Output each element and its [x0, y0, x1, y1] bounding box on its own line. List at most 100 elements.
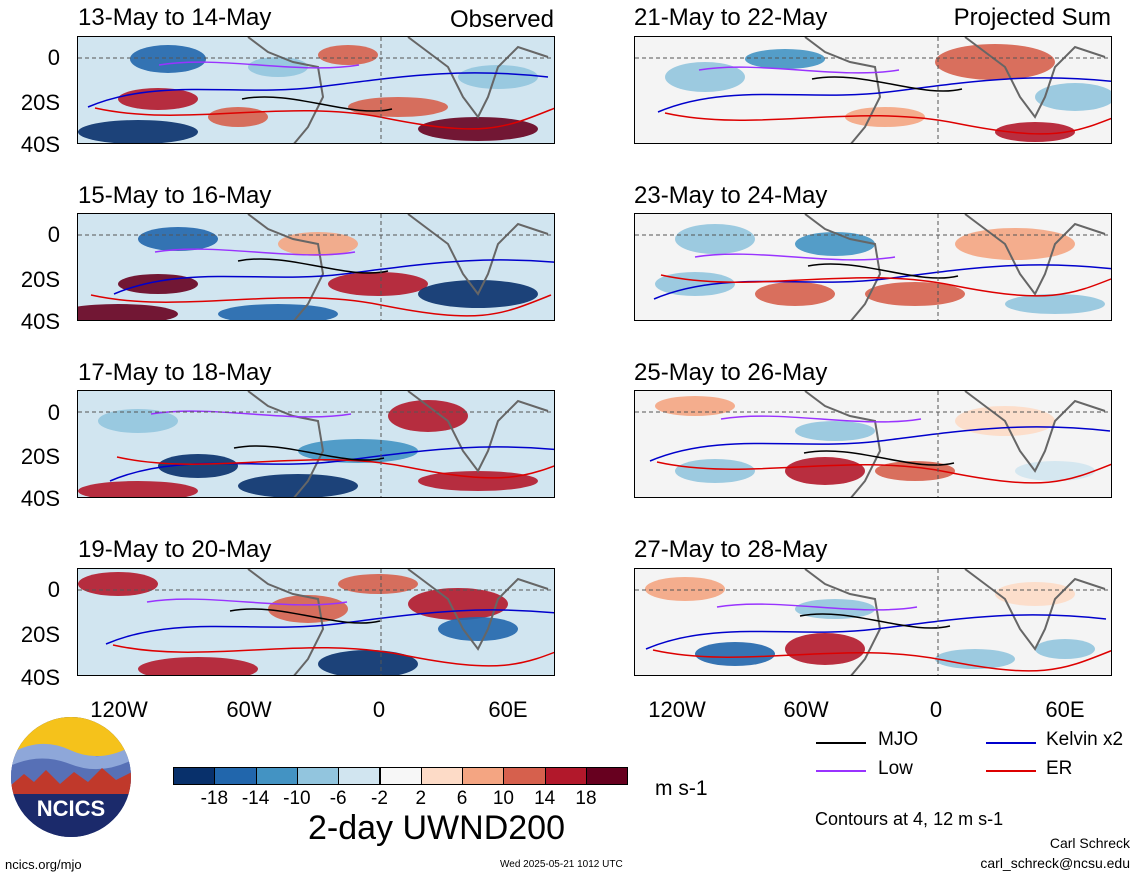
- coastline: [247, 214, 549, 320]
- colorbar-swatch: [296, 767, 340, 785]
- y-tick-label: 0: [47, 400, 60, 425]
- contour-line: [154, 248, 356, 256]
- anomaly-region: [675, 224, 755, 254]
- anomaly-region: [78, 304, 178, 320]
- legend-line-er: [986, 770, 1036, 772]
- map-panel-6: [634, 390, 1112, 498]
- contour-line: [87, 72, 549, 108]
- anomaly-map: [78, 214, 554, 320]
- panel-title-3: 15-May to 16-May: [78, 182, 272, 209]
- contour-line: [803, 450, 955, 466]
- colorbar-label: 14: [534, 788, 556, 809]
- anomaly-region: [138, 227, 218, 251]
- colorbar-swatch: [379, 767, 422, 785]
- contour-line: [694, 253, 896, 261]
- coastline: [804, 214, 1106, 320]
- anomaly-region: [1005, 294, 1105, 314]
- anomaly-region: [1035, 639, 1095, 659]
- anomaly-region: [418, 471, 538, 491]
- contour-line: [698, 66, 900, 74]
- contour-line: [146, 598, 348, 606]
- panel-title-2: 21-May to 22-May: [634, 4, 828, 31]
- anomaly-region: [268, 595, 348, 623]
- colorbar-swatch: [544, 767, 587, 785]
- anomaly-region: [458, 65, 538, 89]
- anomaly-region: [755, 282, 835, 306]
- y-tick-label: 0: [47, 577, 60, 602]
- legend-label-er: ER: [1046, 758, 1073, 779]
- y-tick-label: 0: [47, 222, 60, 247]
- colorbar-label: -2: [371, 788, 388, 809]
- y-tick-label: 40S: [20, 665, 60, 690]
- anomaly-map: [78, 569, 554, 675]
- y-tick-label: 40S: [20, 486, 60, 511]
- anomaly-region: [238, 474, 358, 497]
- anomaly-map: [635, 37, 1111, 143]
- contour-line: [657, 77, 1111, 113]
- map-panel-3: [77, 213, 555, 321]
- contour-line: [653, 264, 1111, 300]
- panel-title-5: 17-May to 18-May: [78, 359, 272, 386]
- coastline: [804, 569, 1106, 675]
- contour-line: [660, 274, 1111, 297]
- contour-line: [807, 263, 959, 279]
- map-panel-8: [634, 568, 1112, 676]
- colorbar-label: 6: [456, 788, 468, 809]
- legend-line-low: [816, 770, 866, 772]
- coastline: [804, 391, 1106, 497]
- contour-line: [229, 608, 381, 624]
- contour-line: [112, 644, 554, 667]
- x-tick-label: 60E: [488, 697, 528, 722]
- panel-title-1: 13-May to 14-May: [78, 4, 272, 31]
- contour-line: [90, 294, 552, 317]
- colorbar-unit: m s-1: [655, 777, 708, 800]
- colorbar-swatch: [420, 767, 464, 785]
- panel-title-8: 27-May to 28-May: [634, 536, 828, 563]
- colorbar-swatch: [586, 767, 629, 785]
- anomaly-region: [695, 642, 775, 666]
- contour-line: [158, 61, 360, 69]
- logo-text: NCICS: [37, 796, 105, 821]
- coastline: [247, 37, 549, 143]
- anomaly-region: [745, 49, 825, 69]
- map-panel-7: [77, 568, 555, 676]
- x-tick-label: 120W: [90, 697, 148, 722]
- contour-line: [720, 415, 922, 423]
- anomaly-region: [795, 421, 875, 441]
- colorbar-label: 10: [492, 788, 514, 809]
- anomaly-region: [388, 400, 468, 432]
- contour-line: [116, 456, 554, 479]
- contour-line: [150, 410, 352, 418]
- anomaly-map: [635, 391, 1111, 497]
- site-url[interactable]: ncics.org/mjo: [5, 857, 82, 872]
- anomaly-region: [795, 232, 875, 256]
- anomaly-region: [138, 657, 258, 675]
- y-tick-label: 20S: [20, 444, 60, 469]
- colorbar-label: -14: [241, 788, 270, 809]
- colorbar-swatch: [338, 767, 381, 785]
- anomaly-region: [865, 282, 965, 306]
- colorbar-swatch: [503, 767, 546, 785]
- legend-label-kelvin: Kelvin x2: [1046, 729, 1124, 750]
- anomaly-region: [645, 577, 725, 601]
- colorbar-label: 18: [575, 788, 597, 809]
- anomaly-region: [78, 572, 158, 596]
- anomaly-region: [785, 457, 865, 485]
- anomaly-region: [655, 396, 735, 416]
- colorbar-label: -18: [200, 788, 229, 809]
- anomaly-region: [98, 409, 178, 433]
- colorbar-label: 2: [415, 788, 427, 809]
- coastline: [247, 391, 549, 497]
- anomaly-region: [665, 62, 745, 92]
- anomaly-region: [78, 481, 198, 497]
- x-tick-label: 0: [929, 697, 943, 722]
- colorbar-swatch: [462, 767, 505, 785]
- panel-title-6: 25-May to 26-May: [634, 359, 828, 386]
- anomaly-region: [438, 617, 518, 641]
- anomaly-region: [158, 454, 238, 478]
- legend-line-mjo: [816, 742, 866, 744]
- panel-tag-projected: Projected Sum: [953, 4, 1111, 31]
- ncics-logo: NCICS: [11, 717, 131, 837]
- map-panel-1: [77, 36, 555, 144]
- contour-line: [105, 609, 554, 645]
